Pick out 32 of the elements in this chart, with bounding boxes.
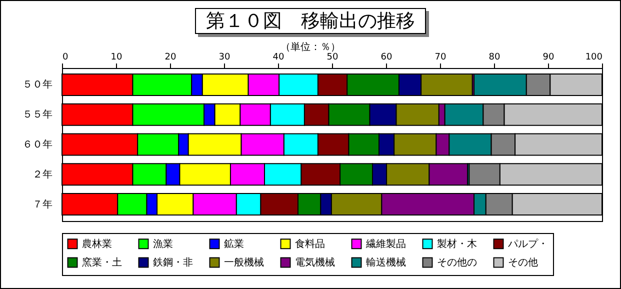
legend-label: 食料品 — [295, 238, 325, 250]
y-tick-label: ６０年 — [22, 138, 52, 150]
x-tick-label: 50 — [326, 52, 338, 62]
legend-label: その他の — [437, 256, 477, 268]
y-tick-label: ５０年 — [22, 78, 52, 91]
chart-subtitle: （単位：％） — [280, 41, 342, 53]
x-tick-label: 40 — [272, 52, 284, 62]
legend-label: 製材・木 — [437, 238, 477, 250]
x-tick-label: 60 — [380, 52, 392, 62]
y-tick-label: ５５年 — [22, 108, 52, 121]
y-tick-label: ２年 — [32, 168, 52, 180]
legend-label: 輸送機械 — [366, 256, 406, 268]
x-tick-label: 0 — [62, 52, 68, 62]
legend-label: 窯業・土 — [82, 256, 122, 268]
chart-title: 第１０図 移輸出の推移 — [195, 8, 426, 34]
legend-label: 漁業 — [153, 238, 173, 250]
x-tick-label: 20 — [164, 52, 176, 62]
x-tick-label: 30 — [218, 52, 230, 62]
legend-label: その他 — [508, 256, 538, 268]
x-tick-label: 70 — [434, 52, 446, 62]
legend-label: 鉱業 — [224, 238, 244, 250]
legend-label: 一般機械 — [224, 256, 264, 268]
legend-label: 電気機械 — [295, 256, 335, 268]
legend-label: 繊維製品 — [365, 238, 406, 250]
x-tick-label: 80 — [488, 52, 500, 62]
x-tick-label: 10 — [110, 52, 122, 62]
x-tick-label: 90 — [542, 52, 554, 62]
legend-label: パルプ・ — [507, 238, 548, 250]
legend-label: 鉄鋼・非 — [153, 256, 193, 268]
y-tick-label: ７年 — [32, 198, 52, 210]
legend-label: 農林業 — [82, 238, 112, 250]
x-tick-label: 100 — [585, 52, 603, 62]
